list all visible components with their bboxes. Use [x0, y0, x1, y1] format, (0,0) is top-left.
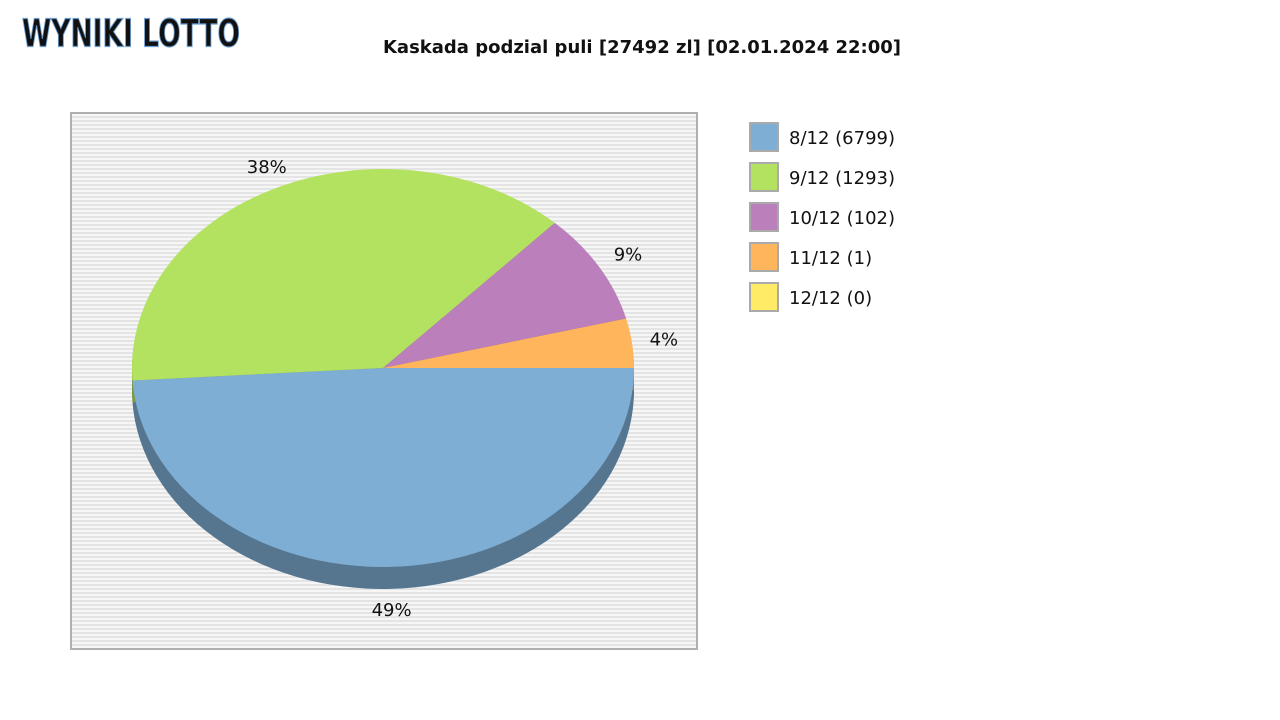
legend-swatch — [749, 202, 779, 232]
slice-label: 4% — [650, 329, 679, 350]
legend-label: 12/12 (0) — [789, 288, 872, 309]
legend-swatch — [749, 282, 779, 312]
logo: WYNIKI LOTTO — [22, 12, 240, 56]
legend-label: 8/12 (6799) — [789, 128, 895, 149]
slice-label: 9% — [614, 245, 643, 266]
legend-label: 11/12 (1) — [789, 248, 872, 269]
legend-label: 9/12 (1293) — [789, 168, 895, 189]
slice — [131, 168, 555, 381]
slice-label: 38% — [247, 157, 287, 178]
slice — [383, 318, 634, 368]
pie: 49% 38% 9% 4% — [131, 157, 679, 621]
legend: 8/12 (6799) 9/12 (1293) 10/12 (102) 11/12 (… — [749, 122, 895, 312]
slice — [132, 368, 634, 568]
legend-swatch — [749, 122, 779, 152]
legend-swatch — [749, 162, 779, 192]
legend-swatch — [749, 242, 779, 272]
slice-label: 49% — [372, 600, 412, 621]
pie-tops — [131, 168, 634, 568]
slice — [383, 222, 627, 368]
chart-title: Kaskada podzial puli [27492 zl] [02.01.2… — [383, 37, 901, 58]
legend-label: 10/12 (102) — [789, 208, 895, 229]
